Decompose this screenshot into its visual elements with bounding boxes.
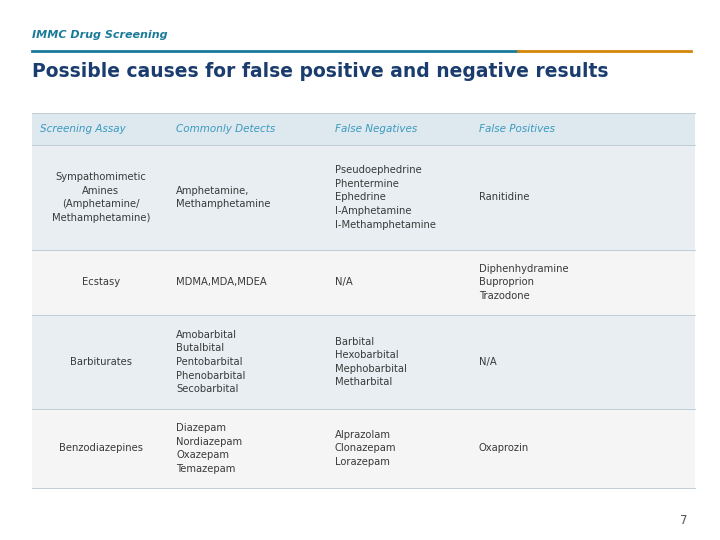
Text: Pseudoephedrine
Phentermine
Ephedrine
l-Amphetamine
l-Methamphetamine: Pseudoephedrine Phentermine Ephedrine l-…: [335, 165, 436, 230]
Text: IMMC Drug Screening: IMMC Drug Screening: [32, 30, 168, 40]
Text: Sympathomimetic
Amines
(Amphetamine/
Methamphetamine): Sympathomimetic Amines (Amphetamine/ Met…: [52, 172, 150, 223]
Text: Diazepam
Nordiazepam
Oxazepam
Temazepam: Diazepam Nordiazepam Oxazepam Temazepam: [176, 423, 243, 474]
Text: False Negatives: False Negatives: [335, 124, 417, 134]
Bar: [32, 113, 695, 145]
Text: False Positives: False Positives: [479, 124, 555, 134]
Text: Ranitidine: Ranitidine: [479, 192, 529, 202]
Text: N/A: N/A: [479, 357, 497, 367]
Text: Screening Assay: Screening Assay: [40, 124, 125, 134]
Text: MDMA,MDA,MDEA: MDMA,MDA,MDEA: [176, 278, 267, 287]
Text: Barbital
Hexobarbital
Mephobarbital
Metharbital: Barbital Hexobarbital Mephobarbital Meth…: [335, 336, 407, 388]
Text: 7: 7: [680, 514, 688, 526]
Text: Amobarbital
Butalbital
Pentobarbital
Phenobarbital
Secobarbital: Amobarbital Butalbital Pentobarbital Phe…: [176, 330, 246, 394]
Text: Oxaprozin: Oxaprozin: [479, 443, 529, 454]
Text: Ecstasy: Ecstasy: [82, 278, 120, 287]
Text: N/A: N/A: [335, 278, 353, 287]
Text: Amphetamine,
Methamphetamine: Amphetamine, Methamphetamine: [176, 186, 271, 209]
Text: Benzodiazepines: Benzodiazepines: [59, 443, 143, 454]
Text: Possible causes for false positive and negative results: Possible causes for false positive and n…: [32, 62, 609, 81]
Text: Alprazolam
Clonazepam
Lorazepam: Alprazolam Clonazepam Lorazepam: [335, 430, 396, 467]
Text: Commonly Detects: Commonly Detects: [176, 124, 276, 134]
Text: Barbiturates: Barbiturates: [70, 357, 132, 367]
Text: Diphenhydramine
Buproprion
Trazodone: Diphenhydramine Buproprion Trazodone: [479, 264, 568, 301]
